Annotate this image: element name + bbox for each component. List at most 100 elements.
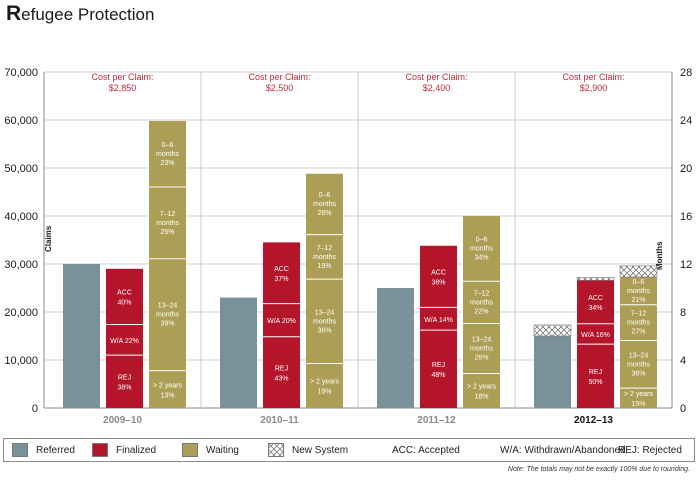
y-tick-label: 30,000	[4, 259, 38, 271]
cost-value: $2,400	[423, 83, 451, 93]
segment-label: 0–6	[476, 237, 488, 244]
segment-label: > 2 years	[624, 391, 653, 398]
legend-swatch-new-system	[268, 443, 284, 457]
x-tick-label: 2010–11	[260, 415, 299, 426]
chart-title: Refugee Protection	[6, 2, 154, 26]
y-right-tick-label: 20	[680, 163, 692, 175]
segment-label: months	[627, 288, 650, 295]
bar-finalized-new-system	[576, 277, 615, 281]
bar-waiting-new-system	[619, 265, 658, 278]
segment-label: 23%	[160, 160, 174, 167]
cost-label: Cost per Claim:	[405, 72, 467, 82]
segment-label: 13–24	[158, 303, 178, 310]
segment-label: > 2 years	[153, 382, 182, 389]
segment-label: 15%	[631, 401, 645, 408]
y-tick-label: 70,000	[4, 67, 38, 79]
segment-label: months	[470, 299, 493, 306]
y-right-tick-label: 28	[680, 67, 692, 79]
legend-item-waiting: Waiting	[182, 443, 239, 457]
segment-label: months	[156, 220, 179, 227]
bar-waiting	[149, 120, 186, 409]
y-tick-label: 0	[32, 403, 38, 415]
segment-label: REJ	[275, 365, 288, 372]
segment-label: 7–12	[160, 211, 176, 218]
segment-label: REJ	[432, 362, 445, 369]
segment-label: W/A 16%	[581, 332, 610, 339]
bar-waiting	[620, 276, 657, 408]
cost-label: Cost per Claim:	[562, 72, 624, 82]
segment-label: 7–12	[631, 311, 647, 318]
chart-title-initial: R	[6, 2, 22, 25]
legend-abbr-rejected: REJ: Rejected	[618, 445, 682, 456]
segment-label: ACC	[588, 295, 603, 302]
segment-label: 7–12	[474, 290, 490, 297]
segment-label: months	[470, 246, 493, 253]
x-tick-label: 2012–13	[574, 415, 613, 426]
legend-label-new-system: New System	[292, 444, 349, 456]
legend-item-finalized: Finalized	[92, 443, 156, 457]
legend-label-finalized: Finalized	[116, 444, 157, 456]
y-tick-label: 60,000	[4, 115, 38, 127]
segment-label: ACC	[431, 270, 446, 277]
segment-label: months	[470, 345, 493, 352]
cost-value: $2,500	[266, 83, 294, 93]
segment-label: 50%	[588, 379, 602, 386]
segment-label: 26%	[474, 354, 488, 361]
x-tick-label: 2009–10	[103, 415, 142, 426]
segment-label: months	[627, 361, 650, 368]
legend-abbr-withdrawn: W/A: Withdrawn/Abandoned	[500, 445, 626, 456]
bar-referred	[220, 297, 257, 408]
segment-label: 19%	[317, 389, 331, 396]
bar-finalized	[263, 242, 300, 408]
segment-label: months	[156, 312, 179, 319]
cost-label: Cost per Claim:	[248, 72, 310, 82]
segment-label: 25%	[160, 229, 174, 236]
segment-label: W/A 14%	[424, 317, 453, 324]
bar-waiting	[306, 173, 343, 408]
segment-label: ACC	[117, 290, 132, 297]
segment-label: 34%	[474, 255, 488, 262]
segment-label: 38%	[117, 385, 131, 392]
segment-label: months	[627, 320, 650, 327]
y-right-tick-label: 8	[680, 307, 686, 319]
segment-label: 48%	[431, 372, 445, 379]
segment-label: 36%	[631, 370, 645, 377]
segment-label: REJ	[589, 369, 602, 376]
bar-referred-new-system	[533, 324, 572, 337]
y-tick-label: 10,000	[4, 355, 38, 367]
y-right-tick-label: 0	[680, 403, 686, 415]
legend-abbr-accepted: ACC: Accepted	[392, 445, 460, 456]
y-tick-label: 50,000	[4, 163, 38, 175]
segment-label: 43%	[274, 375, 288, 382]
segment-label: 19%	[317, 263, 331, 270]
bar-referred	[377, 288, 414, 408]
segment-label: 37%	[274, 276, 288, 283]
legend-item-referred: Referred	[12, 443, 75, 457]
segment-label: months	[313, 318, 336, 325]
legend-label-referred: Referred	[36, 444, 75, 456]
x-tick-label: 2011–12	[417, 415, 456, 426]
segment-label: 7–12	[317, 245, 333, 252]
segment-label: 18%	[474, 394, 488, 401]
bar-chart: 0 10,000 20,000 30,000 40,000 50,000 60,000 70,…	[4, 67, 692, 426]
legend-label-waiting: Waiting	[206, 444, 239, 456]
segment-label: > 2 years	[310, 379, 339, 386]
segment-label: 0–6	[319, 192, 331, 199]
segment-label: REJ	[118, 375, 131, 382]
segment-label: W/A 22%	[110, 338, 139, 345]
y-axis-label: Claims	[44, 225, 53, 252]
y-right-tick-label: 12	[680, 259, 692, 271]
segment-label: 34%	[588, 305, 602, 312]
segment-label: W/A 20%	[267, 318, 296, 325]
bar-waiting	[463, 216, 500, 408]
segment-label: 27%	[631, 329, 645, 336]
y-right-tick-label: 4	[680, 355, 686, 367]
bar-referred	[63, 264, 100, 408]
segment-label: 26%	[317, 210, 331, 217]
segment-label: 13–24	[315, 309, 335, 316]
footnote: Note: The totals may not be exactly 100%…	[507, 466, 690, 473]
legend-item-new-system: New System	[268, 443, 348, 457]
segment-label: months	[313, 254, 336, 261]
cost-label: Cost per Claim:	[91, 72, 153, 82]
segment-label: months	[156, 151, 179, 158]
